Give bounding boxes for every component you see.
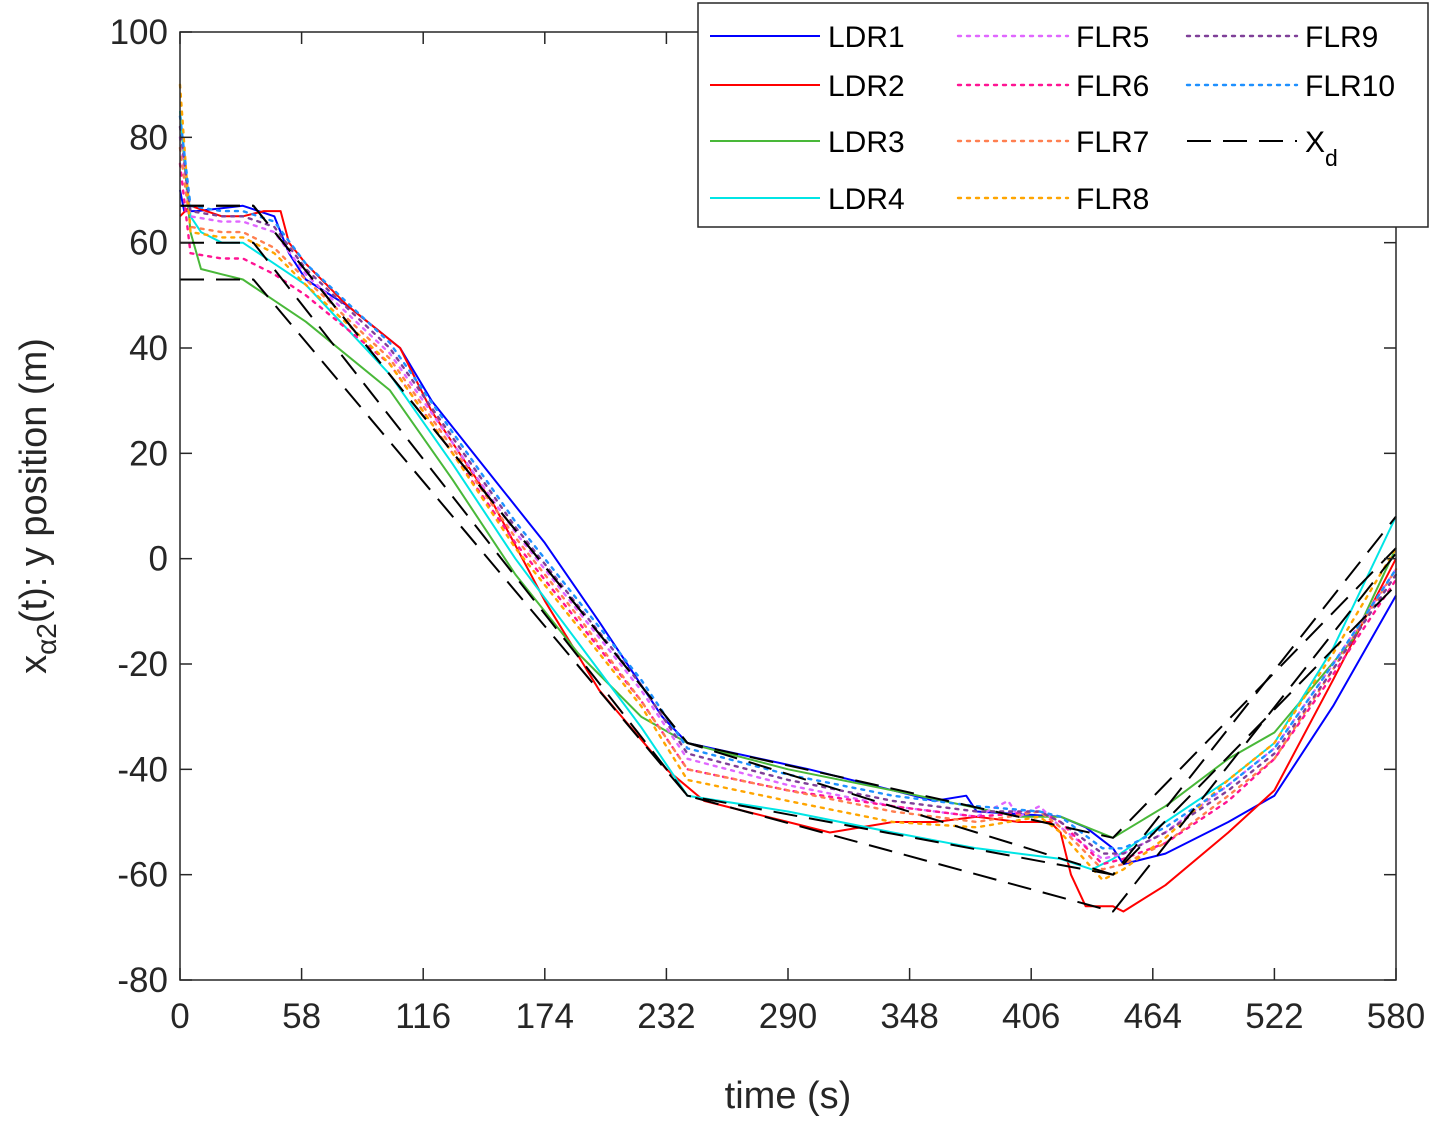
legend-item-ldr2: LDR2 bbox=[710, 70, 905, 103]
x-tick-label: 290 bbox=[759, 997, 817, 1036]
legend-item-flr10: FLR10 bbox=[1185, 70, 1395, 103]
legend-label: FLR10 bbox=[1305, 70, 1395, 103]
x-tick-label: 580 bbox=[1367, 997, 1425, 1036]
legend-item-x-d: Xd bbox=[1187, 126, 1338, 171]
y-tick-label: 40 bbox=[129, 329, 168, 368]
y-axis-label-sub: α2 bbox=[31, 623, 62, 655]
legend-item-flr6: FLR6 bbox=[956, 70, 1149, 103]
y-ticks: -80 -60 -40 -20 0 20 40 60 80 100 bbox=[110, 13, 1396, 1000]
y-tick-label: 0 bbox=[149, 540, 168, 579]
legend-item-ldr3: LDR3 bbox=[710, 126, 905, 159]
legend-label: LDR3 bbox=[828, 126, 905, 159]
legend-label: LDR1 bbox=[828, 21, 905, 54]
series-line-ldr3 bbox=[179, 110, 1397, 839]
series-line-flr7 bbox=[178, 146, 1398, 871]
y-tick-label: 20 bbox=[129, 434, 168, 473]
y-axis-label-main: x bbox=[13, 655, 55, 674]
legend-item-flr9: FLR9 bbox=[1185, 21, 1378, 54]
x-tick-label: 232 bbox=[637, 997, 695, 1036]
legend-label: LDR2 bbox=[828, 70, 905, 103]
y-axis-label-rest: (t): y position (m) bbox=[13, 338, 55, 623]
legend-label: FLR5 bbox=[1076, 21, 1149, 54]
legend-label: FLR6 bbox=[1076, 70, 1149, 103]
series-line-flr6 bbox=[178, 162, 1398, 866]
legend-item-flr7: FLR7 bbox=[956, 126, 1149, 159]
x-tick-label: 174 bbox=[516, 997, 574, 1036]
legend-item-ldr4: LDR4 bbox=[710, 183, 905, 216]
x-tick-label: 348 bbox=[880, 997, 938, 1036]
series-line-x-d-4 bbox=[180, 204, 1397, 876]
y-tick-label: 60 bbox=[129, 224, 168, 263]
legend: LDR1 LDR2 LDR3 LDR4 FLR5 FLR6 FLR7 FLR8 FLR9 FLR1… bbox=[697, 2, 1429, 228]
series-line-flr10 bbox=[178, 115, 1398, 850]
y-tick-label: -40 bbox=[117, 750, 168, 789]
legend-item-flr5: FLR5 bbox=[956, 21, 1149, 54]
series-line-x-d-2 bbox=[180, 241, 1397, 876]
y-axis-label: xα2(t): y position (m) bbox=[13, 338, 62, 674]
y-tick-label: -60 bbox=[117, 856, 168, 895]
y-tick-label: 100 bbox=[110, 13, 168, 52]
svg-text:xα2(t): y position (m): xα2(t): y position (m) bbox=[13, 338, 62, 674]
y-tick-label: 80 bbox=[129, 118, 168, 157]
legend-label: FLR8 bbox=[1076, 183, 1149, 216]
series-layer bbox=[178, 83, 1398, 913]
x-tick-label: 0 bbox=[170, 997, 189, 1036]
x-tick-label: 406 bbox=[1002, 997, 1060, 1036]
series-line-flr9 bbox=[178, 125, 1398, 855]
legend-label-sub: d bbox=[1325, 145, 1338, 171]
series-line-x-d-3 bbox=[180, 278, 1397, 913]
legend-label: Xd bbox=[1305, 126, 1338, 171]
legend-box bbox=[697, 2, 1429, 228]
legend-item-flr8: FLR8 bbox=[956, 183, 1149, 216]
x-axis-label: time (s) bbox=[725, 1075, 852, 1117]
y-tick-label: -80 bbox=[117, 961, 168, 1000]
x-tick-label: 464 bbox=[1124, 997, 1182, 1036]
legend-item-ldr1: LDR1 bbox=[710, 21, 905, 54]
legend-label: FLR9 bbox=[1305, 21, 1378, 54]
legend-label: LDR4 bbox=[828, 183, 905, 216]
legend-label-main: X bbox=[1305, 126, 1325, 159]
x-tick-label: 522 bbox=[1245, 997, 1303, 1036]
x-tick-label: 116 bbox=[395, 997, 451, 1036]
y-tick-label: -20 bbox=[117, 645, 168, 684]
x-tick-label: 58 bbox=[282, 997, 321, 1036]
legend-label: FLR7 bbox=[1076, 126, 1149, 159]
x-ticks: 0 58 116 174 232 290 348 406 464 522 580 bbox=[170, 32, 1425, 1036]
